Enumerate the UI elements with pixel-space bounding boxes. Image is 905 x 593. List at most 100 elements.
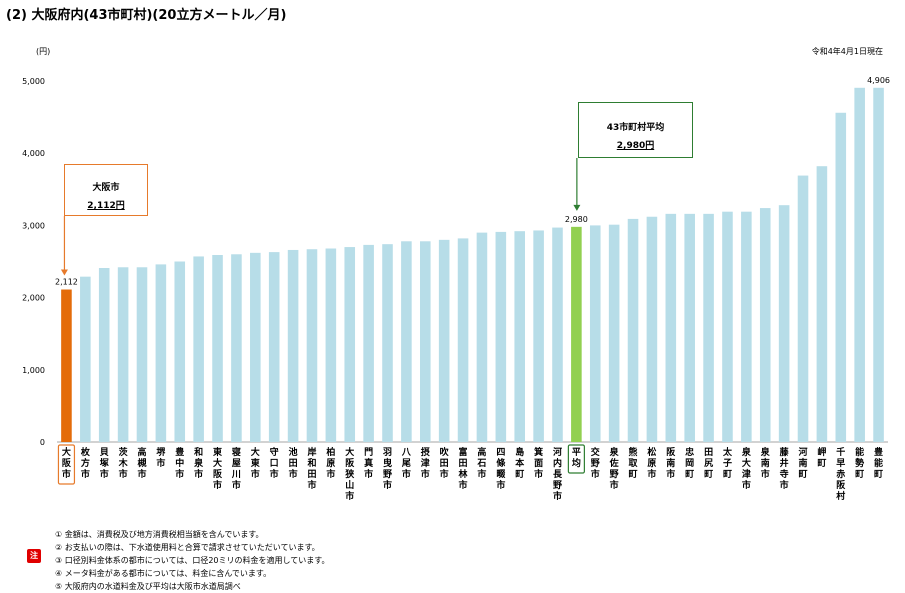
- category-label: 平均: [572, 447, 581, 469]
- y-tick-label: 4,000: [22, 149, 45, 158]
- y-tick-label: 2,000: [22, 294, 45, 303]
- bar: [193, 256, 204, 442]
- category-label: 島本町: [515, 446, 525, 480]
- average-callout-name: 43市町村平均: [606, 123, 665, 133]
- category-label: 千早赤阪村: [836, 446, 846, 502]
- category-label: 泉佐野市: [609, 446, 620, 491]
- category-label: 池田市: [289, 446, 298, 480]
- category-label: 羽曳野市: [383, 447, 392, 491]
- note-item: ① 金額は、消費税及び地方消費税相当額を含んでいます。: [55, 530, 264, 539]
- category-label: 柏原市: [326, 446, 335, 480]
- category-label: 岬町: [817, 446, 826, 469]
- category-label: 吹田市: [440, 446, 450, 480]
- bar: [306, 249, 318, 442]
- category-label: 大東市: [251, 446, 260, 480]
- category-label: 忠岡町: [685, 446, 694, 480]
- category-label: 交野市: [591, 446, 600, 480]
- bar: [646, 216, 658, 442]
- category-label: 大阪市: [62, 446, 72, 480]
- as-of-date: 令和4年4月1日現在: [811, 47, 883, 56]
- category-label: 茨木市: [118, 446, 129, 480]
- bar: [608, 224, 620, 442]
- bar: [571, 226, 582, 442]
- notes-list: ① 金額は、消費税及び地方消費税相当額を含んでいます。 ② お支払いの際は、下水…: [55, 528, 329, 593]
- category-label: 摂津市: [421, 446, 430, 480]
- category-label: 箕面市: [533, 446, 543, 480]
- category-label: 大阪狭山市: [344, 446, 355, 502]
- bar: [476, 232, 488, 442]
- bar: [873, 87, 884, 442]
- bar: [344, 247, 356, 442]
- category-label: 高石市: [476, 446, 486, 480]
- category-label: 枚方市: [81, 446, 91, 480]
- note-item: ⑤ 大阪府内の水道料金及び平均は大阪市水道局調べ: [55, 582, 241, 591]
- bar-value-label: 2,980: [565, 215, 588, 224]
- y-tick-label: 0: [40, 438, 45, 447]
- bar: [287, 249, 299, 442]
- bar: [684, 213, 695, 442]
- bar: [155, 264, 167, 442]
- bar: [61, 289, 72, 442]
- bar: [514, 231, 526, 442]
- bar: [136, 267, 148, 442]
- category-label: 藤井寺市: [780, 446, 790, 491]
- bar: [325, 248, 337, 442]
- category-label: 泉南市: [760, 446, 771, 480]
- page-title: (2) 大阪府内(43市町村)(20立方メートル／月): [6, 8, 287, 23]
- bar: [722, 211, 733, 442]
- bar: [80, 276, 91, 442]
- bar: [703, 213, 714, 442]
- bar: [231, 254, 242, 442]
- category-label: 八尾市: [401, 447, 412, 480]
- bar: [117, 267, 129, 442]
- bar: [98, 267, 110, 442]
- bar: [759, 208, 771, 442]
- category-label: 能勢町: [855, 446, 864, 480]
- category-label: 貝塚市: [100, 447, 109, 480]
- note-item: ④ メータ料金がある都市については、料金に含んでいます。: [55, 569, 272, 578]
- note-item: ② お支払いの際は、下水道使用料と合算で請求させていただいています。: [55, 543, 320, 552]
- category-highlight-box: [567, 444, 585, 474]
- bar: [835, 112, 847, 442]
- category-label: 太子町: [722, 446, 733, 480]
- category-label: 松原市: [647, 446, 656, 480]
- category-label: 豊能町: [874, 446, 883, 480]
- osaka-callout-value: 2,112円: [87, 201, 125, 211]
- notes-badge: 注: [27, 549, 41, 563]
- bar: [495, 231, 507, 442]
- bar: [816, 166, 828, 443]
- category-label: 四條畷市: [496, 447, 506, 491]
- osaka-callout: 大阪市 2,112円: [64, 164, 148, 216]
- bar: [212, 255, 223, 442]
- bar: [174, 261, 186, 442]
- category-label: 高槻市: [137, 446, 146, 480]
- category-label: 田尻町: [704, 447, 713, 480]
- bar: [250, 252, 261, 442]
- bar: [665, 213, 677, 442]
- bar: [589, 225, 601, 442]
- category-highlight-box: [57, 444, 76, 485]
- average-callout: 43市町村平均 2,980円: [578, 102, 693, 158]
- category-label: 泉大津市: [741, 446, 752, 491]
- y-tick-label: 1,000: [22, 366, 45, 375]
- bar-chart: 0 1,000 2,000 3,000 4,000 5,000 2,112 大阪市枚方市貝塚市…: [22, 76, 890, 502]
- average-callout-value: 2,980円: [616, 141, 655, 151]
- osaka-arrow-head: [60, 269, 68, 276]
- bar: [363, 244, 374, 442]
- average-arrow-head: [573, 204, 581, 211]
- category-label: 和泉市: [193, 446, 204, 480]
- bar: [797, 175, 809, 442]
- bar: [741, 211, 752, 442]
- category-label: 堺市: [156, 446, 166, 469]
- bar-value-label: 2,112: [55, 278, 78, 287]
- category-label: 阪南市: [666, 446, 676, 480]
- bar: [778, 205, 790, 442]
- bar: [533, 230, 544, 442]
- y-unit-label: (円): [36, 47, 51, 56]
- category-label: 門真市: [364, 447, 373, 480]
- y-tick-label: 3,000: [22, 221, 45, 230]
- bar: [552, 227, 563, 442]
- category-label: 熊取町: [629, 446, 639, 480]
- bar: [854, 87, 865, 442]
- bar: [268, 252, 280, 442]
